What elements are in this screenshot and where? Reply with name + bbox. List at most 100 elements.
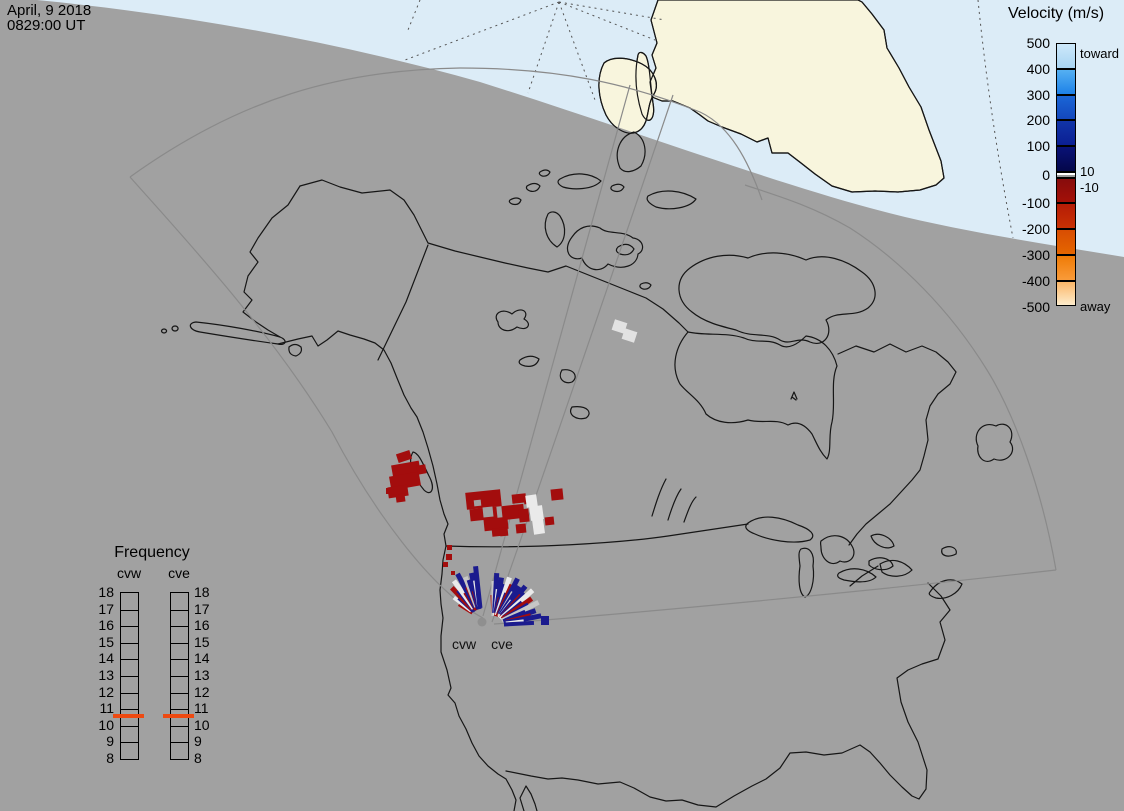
velocity-data-cells xyxy=(386,319,638,625)
frequency-bar-division xyxy=(121,642,138,644)
near-range-velocity-fan xyxy=(450,566,542,627)
away-label: away xyxy=(1080,299,1111,314)
velocity-cell-toward xyxy=(541,616,549,625)
inner-pos-label: 10 xyxy=(1080,164,1095,179)
colorbar-cell xyxy=(1056,280,1076,307)
velocity-cell-away xyxy=(451,571,455,575)
colorbar-cell xyxy=(1056,94,1076,121)
frequency-bar-division xyxy=(171,742,188,744)
frequency-bar-division xyxy=(171,759,188,760)
frequency-scale-number: 13 xyxy=(98,667,114,683)
fov-beam-edge-a xyxy=(482,84,631,617)
velocity-tick-label: 300 xyxy=(1026,86,1050,103)
velocity-tick-label: 500 xyxy=(1026,35,1050,51)
velocity-tick-label: -500 xyxy=(1021,298,1050,315)
frequency-scale-number: 12 xyxy=(194,683,210,700)
frequency-scale-number: 16 xyxy=(194,617,210,634)
frequency-bar-division xyxy=(121,676,138,677)
radar-site-marker xyxy=(477,617,487,627)
frequency-marker xyxy=(113,713,144,718)
graticule-dashed xyxy=(404,0,1014,239)
velocity-cell-away xyxy=(389,471,421,491)
frequency-legend-title: Frequency xyxy=(114,544,190,561)
frequency-bar-division xyxy=(121,759,138,760)
velocity-cell-away xyxy=(515,523,527,534)
frequency-scale-number: 9 xyxy=(194,733,202,750)
velocity-beam-cell xyxy=(473,566,483,609)
velocity-cell-away xyxy=(416,464,427,475)
colorbar-cell xyxy=(1056,68,1076,95)
radar-fov-lines xyxy=(129,67,1057,625)
frequency-column-header: cvw xyxy=(116,565,142,581)
colorbar-cell xyxy=(1056,229,1076,255)
velocity-cell-away xyxy=(550,488,564,501)
frequency-bar-division xyxy=(171,642,188,644)
velocity-cell-away xyxy=(483,516,509,532)
fov-outer-arc-west xyxy=(129,67,763,201)
data-gap xyxy=(482,506,494,518)
velocity-cell-groundscatter xyxy=(611,319,628,334)
frequency-scale-number: 15 xyxy=(98,633,114,650)
frequency-bar xyxy=(170,592,189,760)
frequency-marker xyxy=(163,713,194,718)
frequency-scale-number: 11 xyxy=(99,700,114,717)
velocity-cell-away xyxy=(499,528,509,537)
frequency-bar-division xyxy=(121,742,138,744)
frequency-scale-number: 10 xyxy=(98,716,114,733)
frequency-scale-number: 17 xyxy=(98,600,114,617)
frequency-bar-division xyxy=(121,692,138,694)
frequency-bar-division xyxy=(171,626,188,628)
velocity-legend-title: Velocity (m/s) xyxy=(1008,5,1105,22)
frequency-scale-number: 10 xyxy=(194,716,210,733)
velocity-cell-away xyxy=(447,545,452,550)
radar-label-cve: cve xyxy=(491,636,513,652)
zero-line xyxy=(1057,174,1075,177)
frequency-scale-number: 12 xyxy=(98,683,114,700)
frequency-bar-division xyxy=(121,626,138,628)
velocity-colorbar xyxy=(1056,43,1076,307)
frequency-scale-number: 8 xyxy=(106,750,114,766)
velocity-cell-groundscatter xyxy=(532,518,545,535)
velocity-cell-away xyxy=(395,493,406,503)
velocity-tick-label: -300 xyxy=(1021,246,1050,263)
velocity-cell-away xyxy=(501,503,525,521)
frequency-scale-number: 14 xyxy=(194,650,210,667)
frequency-bar xyxy=(120,592,139,760)
frequency-bar-division xyxy=(121,609,138,611)
colorbar-cell xyxy=(1056,177,1076,204)
frequency-scale-number: 11 xyxy=(194,700,209,717)
frequency-scale-number: 16 xyxy=(98,617,114,634)
frequency-bar-division xyxy=(171,692,188,694)
colorbar-cell xyxy=(1056,254,1076,281)
velocity-cell-groundscatter xyxy=(529,505,544,521)
frequency-scale-number: 18 xyxy=(98,584,114,600)
time-text: 0829:00 UT xyxy=(7,17,86,34)
frequency-bar-division xyxy=(171,725,188,727)
frequency-scale-number: 9 xyxy=(106,733,114,750)
frequency-scale-number: 8 xyxy=(194,750,202,766)
colorbar-zero-band xyxy=(1056,172,1076,178)
velocity-tick-label: 200 xyxy=(1026,112,1050,129)
velocity-cell-groundscatter xyxy=(621,328,638,343)
velocity-beam-cell xyxy=(503,620,535,627)
frequency-scale-number: 14 xyxy=(98,650,114,667)
fov-left-edge xyxy=(129,176,484,619)
frequency-scale-number: 18 xyxy=(194,584,210,600)
timestamp: April, 9 2018 0829:00 UT xyxy=(7,3,91,33)
velocity-cell-away xyxy=(511,493,527,504)
frequency-scale-number: 13 xyxy=(194,667,210,683)
velocity-tick-label: 0 xyxy=(1042,166,1050,183)
velocity-tick-label: 100 xyxy=(1026,138,1050,155)
data-gap xyxy=(473,499,482,507)
velocity-cell-away xyxy=(395,450,413,463)
frequency-bar-division xyxy=(121,725,138,727)
frequency-bar-division xyxy=(171,709,188,711)
velocity-cell-away xyxy=(518,508,530,523)
velocity-cell-groundscatter xyxy=(525,494,538,508)
date-text: April, 9 2018 xyxy=(7,2,92,19)
colorbar-cell xyxy=(1056,203,1076,230)
radar-label-cvw: cvw xyxy=(451,636,477,652)
velocity-tick-label: -100 xyxy=(1021,195,1050,212)
